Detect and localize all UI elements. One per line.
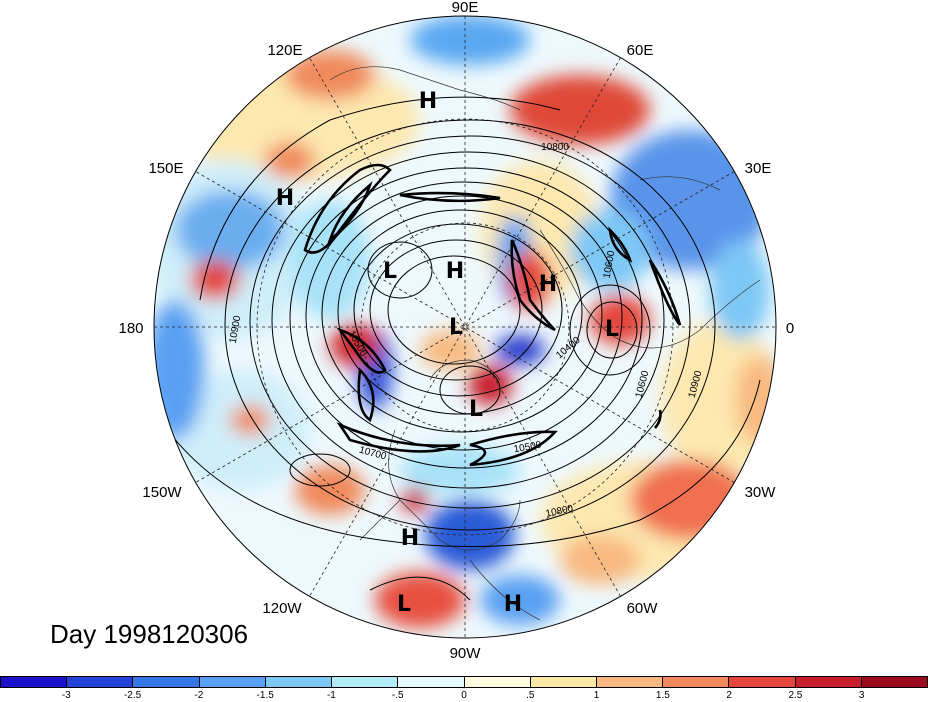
lon-label-30e: 30E — [745, 160, 772, 177]
pressure-system-labels: H H L H L H L L H L H — [276, 89, 619, 617]
colorbar-tick-label: -1.5 — [256, 690, 274, 701]
high-label: H — [539, 272, 557, 297]
colorbar-tick-label: -2.5 — [123, 690, 142, 701]
colorbar-box — [530, 677, 597, 687]
colorbar-box — [133, 677, 200, 687]
contour-label: 10900 — [228, 314, 244, 344]
contour-label: 10500 — [513, 440, 543, 456]
height-contours — [159, 96, 761, 601]
lon-label-120e: 120E — [267, 42, 302, 59]
colorbar-box — [398, 677, 465, 687]
lon-label-180: 180 — [118, 320, 143, 337]
colorbar — [0, 676, 928, 688]
longitude-labels: 90E 60E 30E 0 30W 60W 90W 120W 150W 180 … — [118, 0, 794, 662]
lon-label-60e: 60E — [627, 42, 654, 59]
jet-contours — [303, 163, 682, 467]
colorbar-box — [729, 677, 796, 687]
colorbar-box — [1, 677, 68, 687]
colorbar-tick-label: -2 — [194, 690, 204, 701]
lon-label-90e: 90E — [452, 0, 479, 16]
lon-label-90w: 90W — [450, 645, 482, 662]
colorbar-tick-label: 2 — [726, 690, 732, 701]
colorbar-box — [795, 677, 862, 687]
lon-label-0: 0 — [786, 320, 794, 337]
colorbar-tick-label: 3 — [858, 690, 865, 701]
colorbar-box — [332, 677, 399, 687]
low-label: L — [469, 397, 483, 422]
map-boundary — [153, 15, 777, 639]
lon-label-60w: 60W — [627, 600, 659, 617]
graticule — [154, 16, 776, 638]
low-label: L — [449, 315, 463, 340]
high-label: H — [419, 89, 437, 114]
low-label: L — [605, 317, 619, 342]
low-label: L — [397, 592, 411, 617]
lon-label-150e: 150E — [148, 160, 183, 177]
contour-label: 10600 — [602, 249, 618, 279]
colorbar-box — [861, 677, 928, 687]
low-label: L — [383, 259, 397, 284]
contour-label: 10800 — [541, 142, 569, 153]
colorbar-tick-label: 1 — [593, 690, 600, 701]
colorbar-tick-label: 0 — [461, 690, 467, 701]
anomaly-shading — [154, 16, 776, 638]
colorbar-box — [464, 677, 531, 687]
high-label: H — [446, 259, 464, 284]
colorbar-tick-label: -.5 — [391, 690, 404, 701]
colorbar-tick-label: .5 — [526, 690, 535, 701]
colorbar-tick-label: -3 — [61, 690, 71, 701]
map-title: Day 1998120306 — [50, 619, 249, 649]
colorbar-box — [663, 677, 730, 687]
colorbar-box — [67, 677, 134, 687]
colorbar-box — [596, 677, 664, 687]
colorbar-labels: -3 -2.5 -2 -1.5 -1 -.5 0 .5 1 1.5 2 2.5 3 — [0, 690, 928, 702]
lon-label-120w: 120W — [262, 600, 302, 617]
high-label: H — [401, 526, 419, 551]
colorbar-box — [265, 677, 333, 687]
high-label: H — [276, 186, 294, 211]
lon-label-150w: 150W — [142, 484, 182, 501]
high-label: H — [504, 592, 522, 617]
colorbar-tick-label: -1 — [326, 690, 336, 701]
colorbar-tick-label: 2.5 — [788, 690, 803, 701]
colorbar-tick-label: 1.5 — [655, 690, 670, 701]
colorbar-box — [199, 677, 266, 687]
lon-label-30w: 30W — [745, 484, 777, 501]
